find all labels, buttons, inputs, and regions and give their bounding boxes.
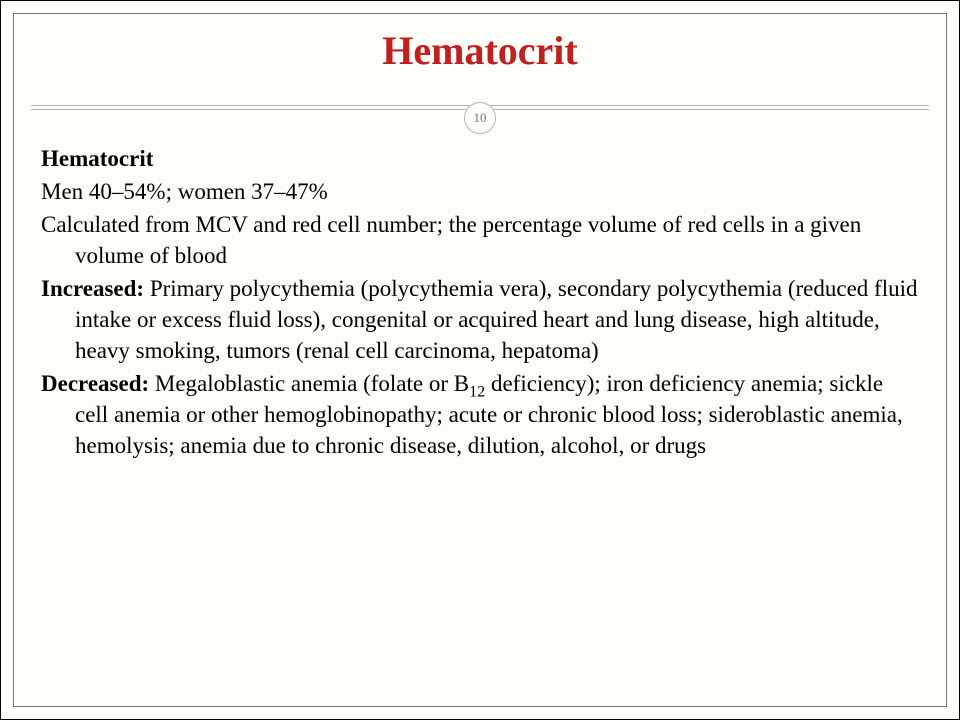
- body-heading: Hematocrit: [41, 143, 919, 174]
- decreased-paragraph: Decreased: Megaloblastic anemia (folate …: [41, 368, 919, 461]
- decreased-label: Decreased:: [41, 371, 155, 396]
- title-rule: 10: [31, 105, 929, 131]
- slide-body: Hematocrit Men 40–54%; women 37–47% Calc…: [41, 143, 919, 463]
- increased-label: Increased:: [41, 276, 150, 301]
- reference-range: Men 40–54%; women 37–47%: [41, 176, 919, 207]
- decreased-subscript: 12: [469, 384, 485, 401]
- definition: Calculated from MCV and red cell number;…: [41, 209, 919, 271]
- page-number-badge: 10: [464, 102, 496, 134]
- increased-text: Primary polycythemia (polycythemia vera)…: [75, 276, 917, 363]
- slide: Hematocrit 10 Hematocrit Men 40–54%; wom…: [0, 0, 960, 720]
- decreased-text-pre: Megaloblastic anemia (folate or B: [155, 371, 469, 396]
- slide-title: Hematocrit: [1, 27, 959, 74]
- increased-paragraph: Increased: Primary polycythemia (polycyt…: [41, 273, 919, 366]
